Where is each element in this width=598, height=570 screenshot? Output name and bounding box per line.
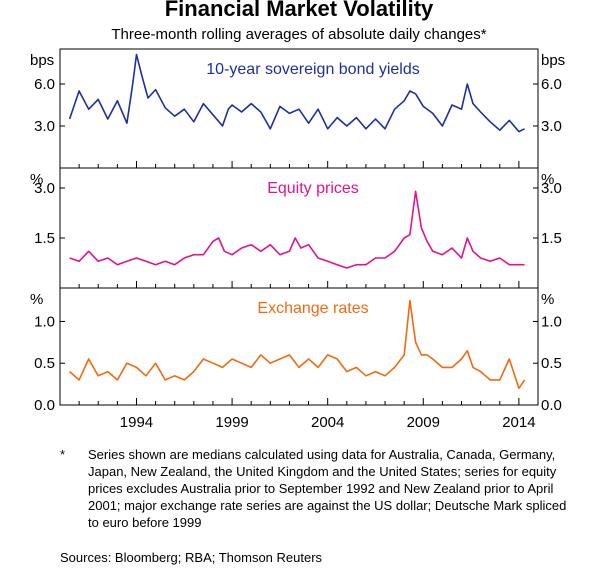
y-unit-label-right: %	[541, 171, 554, 188]
y-tick-label-right: 1.5	[541, 230, 562, 247]
y-tick-label-left: 1.5	[34, 230, 55, 247]
y-tick-label-left: 1.0	[34, 313, 55, 330]
series-line	[69, 299, 526, 390]
series-line	[68, 53, 525, 133]
y-tick-label-right: 0.0	[541, 397, 562, 414]
chart-subtitle: Three-month rolling averages of absolute…	[111, 26, 487, 43]
footnote-marker: *	[60, 447, 66, 462]
y-tick-label-right: 1.0	[541, 313, 562, 330]
footnote-text: Series shown are medians calculated usin…	[88, 447, 567, 530]
x-tick-label: 1994	[120, 414, 153, 431]
volatility-chart: bps bps 6.0 6.0 3.0 3.0 10-year sovereign bond…	[30, 48, 565, 431]
x-tick-label: 2014	[502, 414, 535, 431]
y-tick-label-right: 6.0	[541, 76, 562, 93]
y-tick-label-left: 0.0	[34, 397, 55, 414]
sources-note: Sources: Bloomberg; RBA; Thomson Reuters	[60, 550, 323, 565]
y-tick-label-right: 3.0	[541, 118, 562, 135]
y-unit-label-right: %	[541, 291, 554, 308]
y-tick-label-left: 6.0	[34, 76, 55, 93]
y-tick-label-right: 0.5	[541, 355, 562, 372]
y-tick-label-left: 3.0	[34, 118, 55, 135]
series-line	[69, 190, 525, 269]
series-label: Equity prices	[267, 180, 359, 197]
series-label: 10-year sovereign bond yields	[206, 61, 419, 78]
chart-title: Financial Market Volatility	[164, 0, 434, 21]
y-unit-label-left: bps	[30, 52, 54, 69]
x-tick-label: 1999	[215, 414, 248, 431]
y-tick-label-right: 3.0	[541, 180, 562, 197]
y-tick-label-left: 3.0	[34, 180, 55, 197]
y-tick-label-left: 0.5	[34, 355, 55, 372]
y-unit-label-right: bps	[541, 52, 565, 69]
x-tick-label: 2004	[311, 414, 344, 431]
x-tick-label: 2009	[407, 414, 440, 431]
y-unit-label-left: %	[30, 171, 43, 188]
series-label: Exchange rates	[257, 300, 368, 317]
plot-frame	[59, 48, 539, 406]
y-unit-label-left: %	[30, 291, 43, 308]
